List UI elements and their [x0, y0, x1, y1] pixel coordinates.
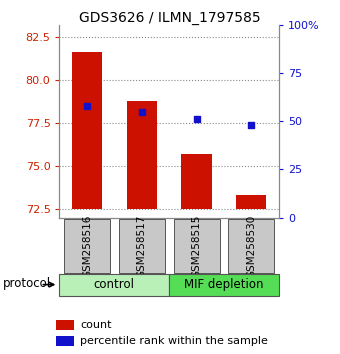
- FancyBboxPatch shape: [119, 219, 165, 273]
- FancyBboxPatch shape: [169, 274, 279, 296]
- Bar: [127, 101, 157, 209]
- Text: MIF depletion: MIF depletion: [184, 278, 264, 291]
- Bar: [182, 154, 211, 209]
- Text: GSM258530: GSM258530: [246, 215, 256, 278]
- Text: percentile rank within the sample: percentile rank within the sample: [80, 336, 268, 346]
- Bar: [72, 52, 102, 209]
- Text: GSM258516: GSM258516: [82, 214, 92, 278]
- Point: [194, 116, 199, 122]
- Text: protocol: protocol: [2, 277, 51, 290]
- Bar: [236, 195, 267, 209]
- FancyBboxPatch shape: [173, 219, 220, 273]
- Text: control: control: [94, 278, 135, 291]
- Bar: [56, 320, 74, 330]
- FancyBboxPatch shape: [59, 274, 169, 296]
- Bar: [56, 336, 74, 346]
- Text: count: count: [80, 320, 112, 330]
- Text: GSM258515: GSM258515: [191, 214, 202, 278]
- Text: GSM258517: GSM258517: [137, 214, 147, 278]
- FancyBboxPatch shape: [228, 219, 274, 273]
- Point: [84, 103, 90, 109]
- FancyBboxPatch shape: [64, 219, 110, 273]
- Point: [139, 109, 144, 114]
- Point: [249, 122, 254, 128]
- Text: GDS3626 / ILMN_1797585: GDS3626 / ILMN_1797585: [79, 11, 261, 25]
